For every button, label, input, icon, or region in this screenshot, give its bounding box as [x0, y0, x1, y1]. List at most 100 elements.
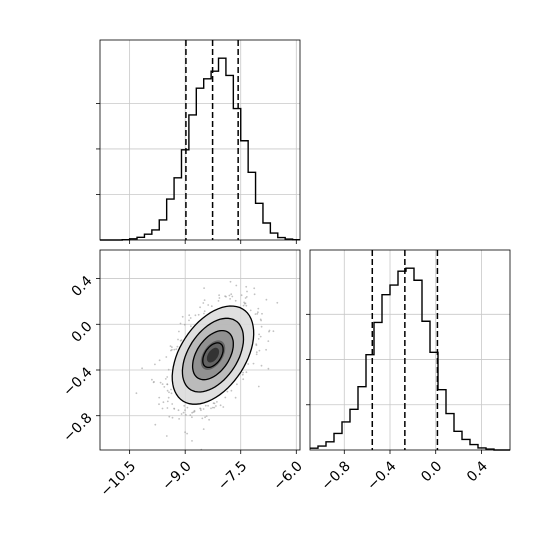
scatter-point	[179, 339, 182, 342]
scatter-point	[216, 401, 218, 403]
scatter-point	[244, 297, 247, 299]
x-tick-label: −10.5	[98, 458, 140, 500]
scatter-point	[178, 418, 181, 420]
y-tick-label: 0.0	[69, 319, 96, 346]
scatter-point	[169, 345, 172, 347]
scatter-point	[210, 305, 213, 308]
scatter-point	[185, 414, 187, 416]
density-xy-panel: −10.5 −9.0 −7.5 −6.0 −0.8 −0.4 0.0 0.4	[60, 249, 306, 500]
scatter-point	[181, 315, 184, 318]
scatter-point	[217, 300, 220, 302]
scatter-point	[186, 432, 189, 435]
scatter-point	[234, 299, 237, 302]
scatter-point	[173, 407, 176, 410]
scatter-point	[259, 335, 262, 338]
scatter-point	[257, 311, 259, 314]
scatter-point	[161, 383, 164, 385]
scatter-point	[152, 381, 155, 384]
contour-line	[181, 317, 245, 393]
scatter-point	[253, 293, 256, 296]
x-tick-label: −0.8	[319, 458, 354, 493]
scatter-point	[171, 346, 173, 348]
scatter-point	[154, 363, 156, 366]
scatter-point	[208, 418, 211, 421]
scatter-point	[205, 415, 208, 417]
x-tick-label: −7.5	[215, 458, 250, 493]
y-tick-label: −0.8	[60, 410, 95, 445]
scatter-point	[203, 287, 206, 289]
histogram-x-panel	[96, 39, 301, 244]
axes-frame	[309, 249, 511, 451]
scatter-point	[245, 304, 248, 307]
histogram-step-x	[100, 57, 300, 241]
scatter-point	[255, 351, 258, 354]
scatter-point	[265, 298, 268, 301]
x-tick-label: 0.0	[418, 458, 445, 485]
scatter-point	[258, 349, 261, 352]
scatter-point	[201, 417, 204, 420]
scatter-point	[225, 295, 227, 298]
scatter-point	[184, 431, 187, 434]
scatter-point	[163, 386, 166, 388]
scatter-point	[245, 296, 248, 298]
scatter-point	[180, 413, 183, 415]
scatter-point	[235, 284, 238, 287]
scatter-point	[166, 400, 169, 403]
scatter-point	[191, 440, 193, 442]
x-tick-label: −6.0	[271, 458, 306, 493]
axes-frame	[99, 249, 301, 451]
scatter-point	[256, 312, 259, 315]
scatter-point	[255, 353, 258, 356]
y-tick-label: 0.4	[69, 273, 96, 300]
scatter-point	[213, 406, 216, 409]
scatter-point	[171, 416, 174, 419]
y-tick-label: −0.4	[60, 364, 95, 399]
scatter-point	[260, 364, 263, 367]
scatter-point	[168, 391, 170, 394]
scatter-point	[218, 294, 221, 297]
histogram-y-panel: −0.8 −0.4 0.0 0.4	[306, 249, 511, 494]
scatter-point	[257, 385, 260, 388]
scatter-point	[179, 322, 182, 325]
scatter-point	[207, 304, 210, 306]
scatter-point	[167, 368, 170, 371]
scatter-point	[158, 396, 161, 399]
scatter-point	[253, 287, 256, 290]
scatter-point	[276, 301, 279, 304]
scatter-point	[257, 307, 260, 310]
scatter-point	[249, 309, 252, 312]
scatter-point	[241, 373, 244, 376]
scatter-point	[199, 306, 202, 309]
scatter-point	[189, 414, 192, 416]
scatter-point	[240, 294, 243, 297]
plot-area	[100, 40, 300, 240]
scatter-point	[234, 396, 237, 399]
scatter-point	[166, 407, 169, 409]
scatter-point	[213, 402, 216, 405]
scatter-point	[229, 298, 232, 300]
scatter-point	[265, 348, 267, 351]
scatter-point	[242, 304, 245, 307]
scatter-point	[210, 407, 212, 410]
scatter-point	[207, 404, 210, 407]
scatter-point	[226, 390, 229, 393]
scatter-point	[191, 416, 193, 419]
scatter-point	[177, 338, 179, 341]
scatter-point	[258, 333, 260, 336]
scatter-point	[222, 406, 225, 408]
scatter-point	[154, 423, 157, 426]
scatter-point	[245, 371, 248, 374]
plot-area	[310, 250, 510, 450]
scatter-point	[211, 406, 214, 409]
scatter-point	[164, 378, 167, 380]
scatter-point	[188, 314, 191, 317]
scatter-point	[268, 330, 270, 333]
scatter-point	[242, 378, 245, 381]
scatter-point	[243, 302, 246, 305]
scatter-point	[267, 340, 270, 342]
scatter-point	[260, 319, 262, 322]
scatter-point	[170, 392, 173, 395]
scatter-point	[255, 344, 258, 347]
scatter-point	[183, 323, 186, 326]
scatter-point	[246, 290, 248, 293]
